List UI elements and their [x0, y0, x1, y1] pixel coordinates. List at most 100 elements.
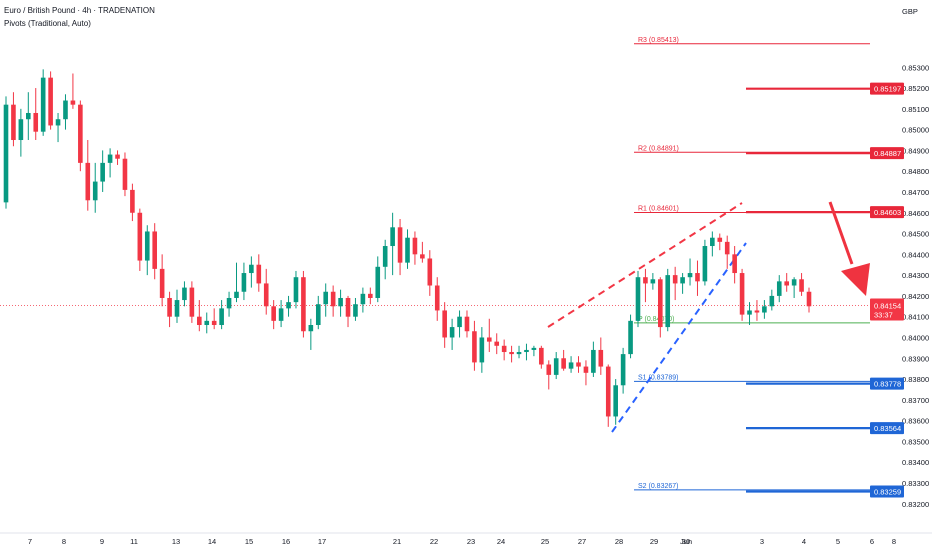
candle-body-13 — [100, 162, 105, 182]
level-tag-1 — [870, 147, 904, 160]
level-tag-text-4: 0.83564 — [874, 424, 901, 433]
candle-body-15 — [115, 154, 120, 159]
candle-body-17 — [130, 189, 135, 213]
pivot-label-4: S1 (0.83789) — [638, 374, 678, 381]
candle-body-49 — [368, 293, 373, 298]
candle-body-4 — [33, 112, 39, 132]
candle-4 — [33, 88, 39, 141]
candle-3 — [26, 92, 31, 141]
candle-body-51 — [382, 246, 388, 267]
candle-19 — [144, 225, 150, 276]
candle-78 — [583, 360, 589, 386]
candle-52 — [390, 212, 395, 276]
candle-body-85 — [635, 277, 641, 321]
candle-100 — [747, 302, 752, 326]
candle-86 — [643, 268, 648, 303]
rising-wedge-upper-trendline[interactable] — [547, 202, 743, 328]
level-lines: R3 (0.85413) R2 (0.84891) R1 (0.84601) P (0… — [0, 37, 870, 493]
candle-body-93 — [695, 273, 700, 282]
time-tick-18: Jun — [680, 537, 692, 546]
candle-body-63 — [472, 331, 477, 363]
time-tick-11: 23 — [467, 537, 475, 546]
candle-body-40 — [301, 277, 306, 332]
pivot-label-3: P (0.84070) — [638, 316, 674, 323]
candle-body-27 — [204, 320, 210, 326]
rising-wedge-lower-trendline[interactable] — [611, 242, 747, 433]
candle-body-28 — [211, 320, 217, 326]
candle-33 — [249, 256, 254, 288]
candle-75 — [561, 349, 566, 371]
level-tag-text-0: 0.85197 — [874, 85, 901, 94]
candle-body-50 — [375, 266, 381, 298]
candle-85 — [635, 270, 641, 328]
time-tick-5: 14 — [208, 537, 216, 546]
candle-53 — [397, 218, 403, 276]
candle-43 — [323, 283, 329, 317]
bar-countdown: 33:37 — [874, 310, 893, 319]
time-tick-7: 16 — [282, 537, 290, 546]
candle-32 — [241, 262, 247, 301]
price-tick-3: 0.85000 — [902, 126, 929, 135]
candle-25 — [189, 281, 195, 323]
candle-15 — [115, 150, 120, 165]
candle-body-44 — [330, 291, 336, 307]
candle-body-91 — [680, 277, 685, 284]
candle-13 — [100, 150, 105, 192]
candle-body-24 — [182, 287, 187, 301]
candle-body-94 — [702, 246, 708, 282]
candle-73 — [546, 360, 552, 390]
level-tag-0 — [870, 82, 904, 95]
candle-body-48 — [360, 293, 366, 305]
candle-body-88 — [657, 279, 663, 328]
candle-body-42 — [315, 304, 321, 326]
candle-44 — [330, 285, 336, 317]
candle-body-45 — [338, 297, 343, 307]
candle-body-74 — [553, 358, 559, 375]
time-tick-8: 17 — [318, 537, 326, 546]
candle-45 — [338, 289, 343, 317]
candle-body-2 — [18, 119, 24, 141]
candle-body-6 — [48, 77, 53, 126]
time-tick-10: 22 — [430, 537, 438, 546]
candle-body-9 — [70, 100, 76, 105]
candle-body-96 — [717, 237, 723, 242]
candle-body-71 — [531, 347, 537, 350]
candle-body-11 — [85, 162, 91, 201]
bearish-arrow-head — [841, 263, 870, 296]
candle-body-37 — [278, 308, 284, 321]
time-tick-17: 30 — [682, 537, 690, 546]
candle-89 — [665, 268, 671, 332]
level-tag-text-2: 0.84603 — [874, 208, 901, 217]
price-tick-7: 0.84600 — [902, 209, 929, 218]
candle-40 — [301, 270, 306, 338]
time-tick-12: 24 — [497, 537, 505, 546]
candle-79 — [591, 341, 596, 377]
candle-48 — [360, 287, 366, 313]
candle-body-5 — [40, 77, 46, 132]
candle-60 — [449, 318, 455, 350]
price-tick-17: 0.83600 — [902, 417, 929, 426]
price-tick-6: 0.84700 — [902, 188, 929, 197]
candle-8 — [63, 94, 68, 130]
candle-2 — [18, 108, 24, 157]
candle-74 — [553, 352, 559, 380]
indicator-label[interactable]: Pivots (Traditional, Auto) — [4, 19, 91, 28]
candle-body-98 — [732, 254, 737, 274]
candle-49 — [368, 287, 373, 305]
candle-body-72 — [539, 347, 544, 365]
candle-26 — [197, 300, 202, 332]
candle-63 — [472, 320, 477, 371]
candle-16 — [122, 152, 128, 197]
candle-body-92 — [687, 273, 693, 278]
candle-65 — [486, 318, 492, 353]
candle-body-102 — [762, 306, 767, 313]
candle-36 — [271, 300, 276, 330]
candle-body-56 — [420, 254, 425, 259]
candle-6 — [48, 71, 53, 130]
candle-body-33 — [249, 264, 254, 274]
candle-21 — [159, 254, 165, 307]
time-tick-22: 6 — [870, 537, 874, 546]
candle-body-43 — [323, 291, 329, 305]
